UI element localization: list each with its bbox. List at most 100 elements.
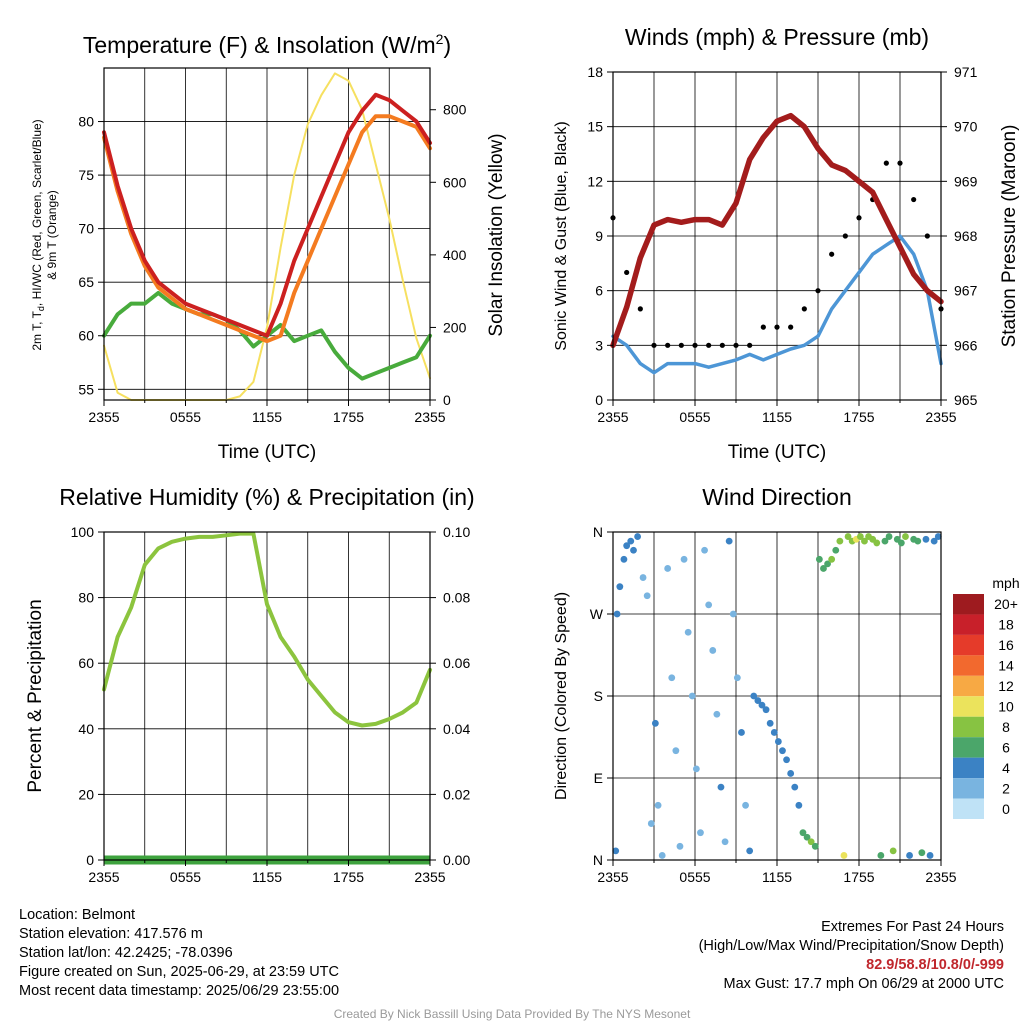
direction-point: [676, 842, 684, 850]
colorbar-swatch: [953, 655, 984, 676]
gust-point: [924, 233, 930, 239]
gust-point: [815, 288, 821, 294]
x-axis-label: Time (UTC): [218, 442, 317, 463]
colorbar-label: 18: [998, 617, 1014, 633]
direction-point: [799, 829, 807, 837]
series-pressure-line: [610, 112, 944, 349]
x-tick-label: 2355: [88, 409, 119, 425]
direction-point: [639, 574, 647, 581]
extremes-values: 82.9/58.8/10.8/0/-999: [866, 957, 1004, 973]
direction-point: [787, 770, 795, 777]
direction-point: [779, 747, 786, 755]
y2-tick-label: 800: [443, 102, 467, 118]
direction-point: [914, 537, 922, 545]
direction-point: [783, 756, 790, 764]
gust-point: [801, 306, 807, 312]
x-tick-label: 2355: [925, 869, 956, 885]
direction-point: [738, 729, 745, 736]
figure-created: Figure created on Sun, 2025-06-29, at 23…: [19, 964, 339, 980]
direction-point: [616, 583, 624, 591]
x-tick-label: 2355: [925, 409, 956, 425]
colorbar-label: 6: [1002, 739, 1010, 755]
gust-point: [856, 215, 862, 221]
y2-tick-label: 0.08: [443, 590, 470, 606]
colorbar-swatch: [953, 798, 984, 819]
y-tick-label: 12: [587, 173, 603, 189]
direction-point: [701, 546, 708, 554]
colorbar-swatch: [953, 696, 984, 717]
direction-point: [692, 765, 700, 773]
colorbar-label: 4: [1002, 760, 1010, 776]
colorbar-swatch: [953, 634, 984, 656]
gust-point: [624, 269, 630, 276]
y2-tick-label: 400: [443, 247, 467, 263]
colorbar-label: 0: [1002, 801, 1010, 817]
direction-point: [881, 537, 889, 545]
direction-point: [922, 535, 930, 543]
y-tick-label: 0: [595, 392, 603, 408]
y-tick-label: 20: [78, 786, 94, 802]
direction-point: [651, 719, 659, 727]
colorbar-swatch: [953, 675, 984, 697]
x-tick-label: 0555: [679, 409, 710, 425]
gust-point: [829, 251, 835, 257]
x-tick-label: 2355: [414, 409, 445, 425]
y-tick-label: N: [593, 852, 603, 868]
y2-tick-label: 965: [954, 392, 978, 408]
direction-point: [746, 847, 754, 855]
colorbar-label: 14: [998, 658, 1014, 674]
series-humidity-line: [102, 531, 432, 728]
y-axis-label-line2: & 9m T (Orange): [45, 190, 59, 280]
y-tick-label: N: [593, 524, 603, 540]
station-latlon: Station lat/lon: 42.2425; -78.0396: [19, 945, 233, 961]
direction-point: [885, 533, 893, 540]
colorbar-label: 10: [998, 699, 1014, 715]
extremes-title: Extremes For Past 24 Hours: [821, 919, 1004, 935]
direction-point: [733, 674, 741, 682]
colorbar-swatch: [953, 757, 984, 779]
series-2m-temperature-line: [102, 92, 432, 338]
direction-point: [902, 533, 909, 540]
direction-point: [647, 820, 655, 827]
direction-point: [844, 533, 852, 540]
x-tick-label: 1155: [762, 409, 792, 425]
y2-tick-label: 966: [954, 337, 978, 353]
direction-point: [721, 838, 729, 846]
y-axis-label: Sonic Wind & Gust (Blue, Black): [553, 121, 570, 350]
credit-line: Created By Nick Bassill Using Data Provi…: [333, 1007, 691, 1021]
y-tick-label: 60: [78, 328, 94, 344]
x-tick-label: 1755: [843, 869, 874, 885]
max-gust: Max Gust: 17.7 mph On 06/29 at 2000 UTC: [723, 976, 1004, 992]
direction-point: [795, 801, 803, 809]
y-tick-label: 6: [595, 283, 603, 299]
direction-point: [836, 537, 844, 545]
colorbar-swatch: [953, 737, 984, 758]
direction-point: [906, 852, 913, 859]
x-tick-label: 0555: [679, 869, 710, 885]
gust-point: [788, 324, 794, 330]
colorbar-swatch: [953, 778, 984, 799]
chart-title-close: ): [443, 32, 451, 58]
direction-point: [820, 565, 827, 572]
y-tick-label: 80: [78, 590, 94, 606]
y-tick-label: S: [594, 688, 603, 704]
direction-point: [729, 610, 737, 618]
gust-point: [747, 342, 753, 348]
temperature-panel: 2355 0555 1155 1755 235555606570758002004006…: [30, 31, 507, 463]
x-tick-label: 0555: [170, 409, 201, 425]
y2-tick-label: 200: [443, 319, 467, 335]
direction-point: [770, 729, 778, 736]
direction-point: [918, 849, 926, 857]
y-tick-label: 70: [78, 221, 94, 237]
extremes-info: Extremes For Past 24 Hours (High/Low/Max…: [699, 918, 1004, 994]
y2-tick-label: 0.10: [443, 524, 470, 540]
y2-axis-label: Station Pressure (Maroon): [999, 125, 1020, 348]
direction-point: [684, 628, 692, 636]
x-tick-label: 2355: [597, 869, 628, 885]
chart-title: Temperature (F) & Insolation (W/m2): [83, 31, 451, 58]
direction-point: [840, 852, 848, 859]
direction-point: [697, 829, 704, 837]
direction-point: [803, 833, 811, 841]
y2-tick-label: 971: [954, 64, 978, 80]
